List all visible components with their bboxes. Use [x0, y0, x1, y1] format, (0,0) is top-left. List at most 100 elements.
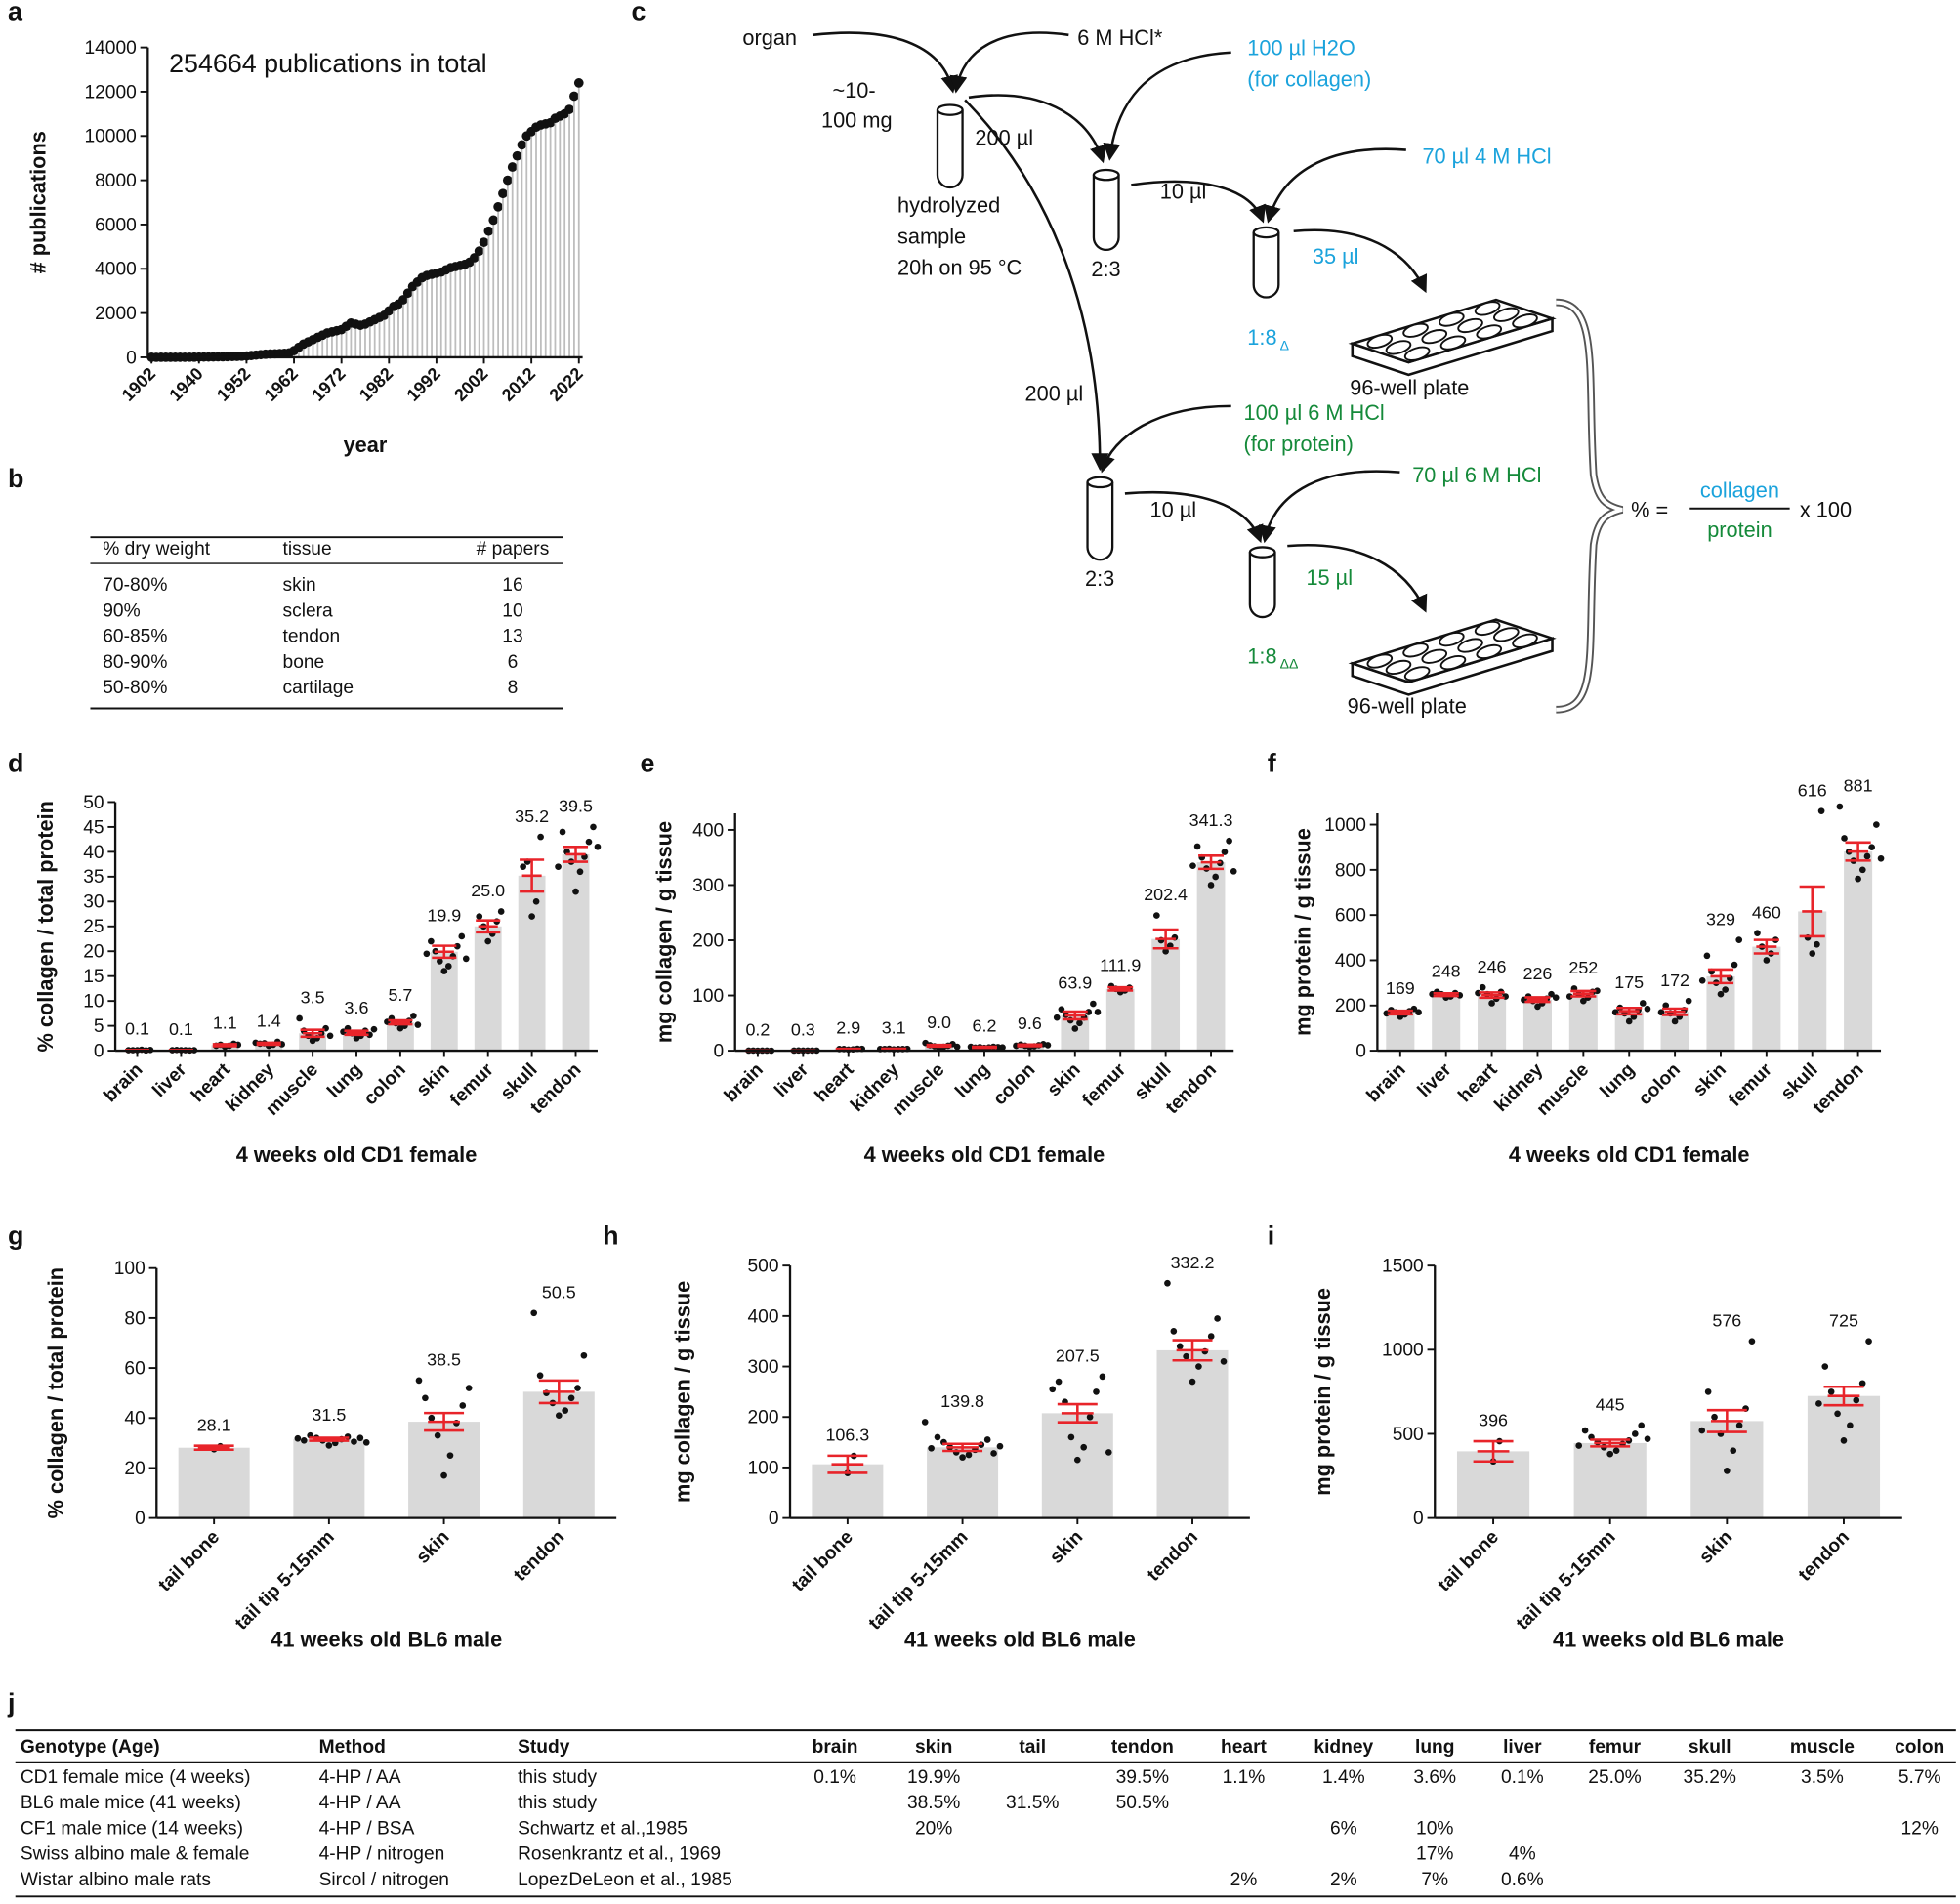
value-label: 175: [1614, 973, 1644, 992]
data-point: [436, 958, 443, 965]
data-point: [1193, 843, 1201, 850]
table-header: skin: [915, 1737, 952, 1758]
y-tick-label: 35: [83, 867, 104, 888]
well: [1474, 620, 1501, 637]
data-point: [1534, 1003, 1541, 1011]
dot: [488, 215, 499, 226]
dot: [402, 288, 413, 299]
table-header: heart: [1221, 1737, 1268, 1758]
value-label: 9.6: [1018, 1014, 1042, 1033]
table-header: tail: [1019, 1737, 1046, 1758]
x-tick-label: tail tip 5-15mm: [1513, 1527, 1620, 1635]
x-axis-label: year: [344, 433, 388, 457]
well: [1439, 335, 1467, 351]
data-point: [1817, 807, 1825, 814]
tube: [936, 109, 964, 189]
bar: [1151, 938, 1181, 1052]
bar: [1156, 1349, 1229, 1518]
data-point: [567, 1394, 575, 1402]
data-point: [528, 913, 535, 920]
formula: % =: [1631, 498, 1668, 522]
x-tick-label: tail tip 5-15mm: [865, 1527, 973, 1635]
bar: [1432, 994, 1461, 1052]
value-label: 6.2: [973, 1016, 997, 1036]
value-label: 207.5: [1056, 1346, 1100, 1366]
data-point: [1644, 1005, 1651, 1013]
table-cell: 0.6%: [1501, 1870, 1544, 1890]
data-point: [1044, 1042, 1052, 1049]
table-cell: 25.0%: [1588, 1767, 1641, 1788]
y-tick-label: 500: [747, 1257, 778, 1277]
x-tick-label: 1902: [118, 364, 159, 405]
data-point: [370, 1025, 378, 1033]
y-tick-label: 40: [124, 1409, 145, 1429]
dot: [483, 226, 494, 236]
y-tick-label: 800: [1335, 860, 1366, 881]
data-point: [458, 932, 466, 940]
data-point: [444, 963, 452, 970]
well: [1476, 324, 1503, 340]
bar: [1614, 1011, 1644, 1052]
data-point: [1580, 997, 1587, 1005]
y-axis-label: mg collagen / g tissue: [651, 821, 676, 1043]
data-point: [422, 1394, 429, 1402]
value-label: 226: [1523, 964, 1553, 983]
y-tick-label: 400: [692, 820, 724, 841]
table-cell: 13: [502, 627, 522, 647]
table-cell: 3.5%: [1801, 1767, 1844, 1788]
arrow: [1103, 51, 1231, 161]
panel-letter: i: [1268, 1221, 1274, 1250]
table-cell: 90%: [103, 600, 140, 621]
well: [1403, 666, 1431, 682]
x-tick-label: skin: [413, 1527, 454, 1568]
value-label: 445: [1596, 1395, 1625, 1415]
data-point: [462, 955, 470, 963]
data-point: [1220, 1358, 1228, 1365]
data-point: [1863, 852, 1871, 860]
table-cell: 31.5%: [1006, 1793, 1059, 1813]
data-point: [1176, 1343, 1184, 1350]
value-label: 50.5: [542, 1282, 576, 1302]
table-cell: 0.1%: [813, 1767, 856, 1788]
arrow: [1293, 228, 1428, 294]
data-point: [1093, 1388, 1100, 1395]
table-header: tissue: [283, 539, 332, 559]
label: 1:8: [1247, 643, 1276, 668]
data-point: [1221, 849, 1229, 855]
tube: [1086, 481, 1114, 561]
x-tick-label: femur: [1079, 1059, 1131, 1111]
data-point: [1717, 990, 1725, 998]
well: [1402, 322, 1429, 338]
data-point: [1214, 1315, 1221, 1322]
value-label: 28.1: [197, 1415, 231, 1434]
data-point: [1226, 837, 1232, 845]
data-point: [1868, 844, 1875, 851]
data-point: [414, 1021, 422, 1028]
data-point: [590, 823, 597, 831]
dot: [512, 150, 522, 161]
data-point: [1698, 1427, 1706, 1434]
x-tick-label: colon: [1635, 1059, 1685, 1109]
well: [1385, 340, 1412, 355]
dot: [517, 140, 527, 150]
data-point: [1071, 1025, 1079, 1032]
bar: [178, 1447, 250, 1518]
x-tick-label: tail tip 5-15mm: [231, 1527, 339, 1635]
label: ΔΔ: [1280, 656, 1299, 672]
table-cell: 39.5%: [1116, 1767, 1169, 1788]
y-tick-label: 15: [83, 967, 104, 987]
table-cell: 4%: [1509, 1844, 1536, 1865]
data-point: [576, 868, 584, 876]
well: [1402, 642, 1429, 658]
bar: [1660, 1012, 1689, 1052]
data-point: [1711, 1413, 1718, 1421]
table-header: Genotype (Age): [21, 1737, 160, 1758]
data-point: [366, 1031, 373, 1039]
x-axis-label: 41 weeks old BL6 male: [1553, 1627, 1784, 1651]
label: 2:3: [1091, 257, 1120, 281]
table-cell: 35.2%: [1684, 1767, 1736, 1788]
data-point: [928, 1444, 935, 1452]
table-header: liver: [1503, 1737, 1542, 1758]
y-axis-label: mg protein / g tissue: [1290, 828, 1314, 1036]
